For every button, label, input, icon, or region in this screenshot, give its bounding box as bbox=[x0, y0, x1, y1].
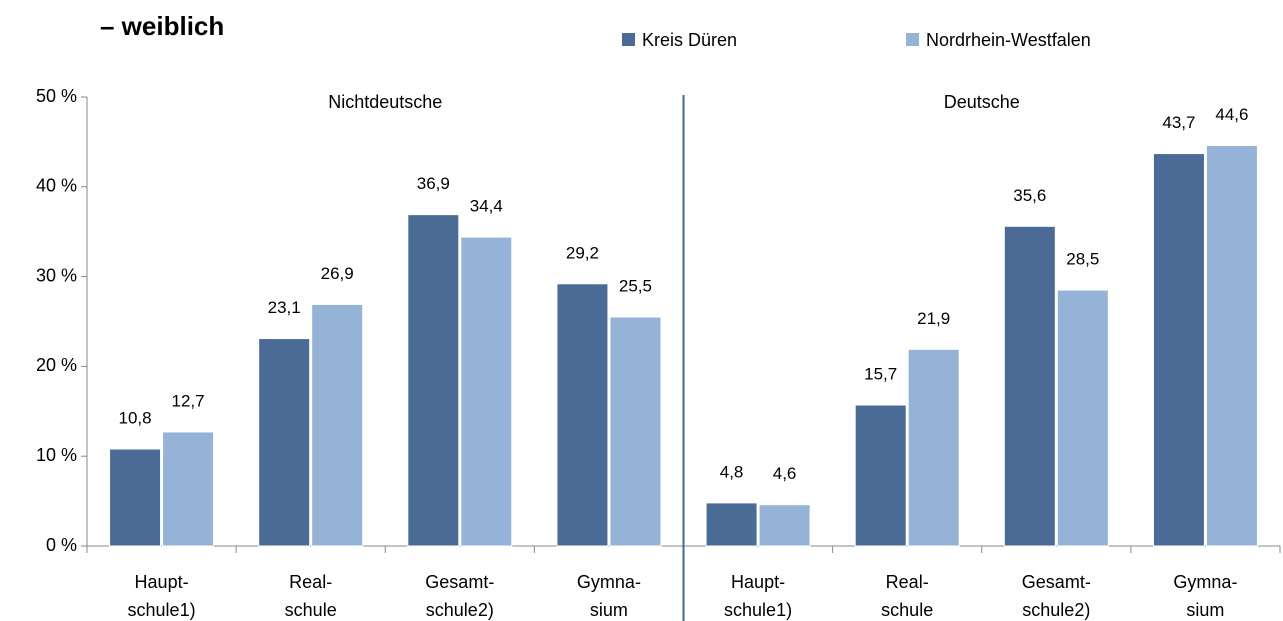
bar bbox=[609, 316, 662, 547]
value-label: 34,4 bbox=[470, 197, 503, 216]
y-tick-label: 0 % bbox=[46, 535, 77, 555]
x-tick-label: sium bbox=[590, 600, 628, 620]
y-tick-label: 50 % bbox=[36, 86, 77, 106]
bar bbox=[758, 504, 811, 547]
x-tick-label: schule bbox=[881, 600, 933, 620]
bar bbox=[705, 502, 758, 547]
value-label: 10,8 bbox=[119, 409, 152, 428]
value-label: 4,8 bbox=[720, 462, 744, 481]
x-tick-label: Haupt- bbox=[731, 572, 785, 592]
x-tick-label: Gymna- bbox=[577, 572, 641, 592]
value-label: 43,7 bbox=[1162, 113, 1195, 132]
value-label: 4,6 bbox=[773, 464, 797, 483]
legend-label: Kreis Düren bbox=[642, 30, 737, 50]
y-tick-label: 40 % bbox=[36, 176, 77, 196]
y-tick-label: 10 % bbox=[36, 445, 77, 465]
value-label: 28,5 bbox=[1066, 250, 1099, 269]
x-tick-label: schule bbox=[285, 600, 337, 620]
legend-swatch bbox=[906, 33, 919, 46]
y-tick-label: 30 % bbox=[36, 265, 77, 285]
x-tick-label: Haupt- bbox=[135, 572, 189, 592]
value-label: 29,2 bbox=[566, 243, 599, 262]
bar bbox=[556, 283, 609, 547]
x-tick-label: schule1) bbox=[128, 600, 196, 620]
x-tick-label: Real- bbox=[289, 572, 332, 592]
bar bbox=[1205, 144, 1258, 547]
value-label: 25,5 bbox=[619, 276, 652, 295]
bar bbox=[1003, 225, 1056, 547]
x-tick-label: Real- bbox=[886, 572, 929, 592]
bar bbox=[854, 404, 907, 547]
value-label: 35,6 bbox=[1013, 186, 1046, 205]
x-tick-label: schule2) bbox=[426, 600, 494, 620]
bar bbox=[907, 348, 960, 547]
bar bbox=[109, 448, 162, 547]
value-label: 26,9 bbox=[321, 264, 354, 283]
x-tick-label: sium bbox=[1186, 600, 1224, 620]
legend-label: Nordrhein-Westfalen bbox=[926, 30, 1091, 50]
bar bbox=[1056, 289, 1109, 547]
legend-swatch bbox=[622, 33, 635, 46]
value-label: 12,7 bbox=[172, 391, 205, 410]
group-label: Deutsche bbox=[944, 92, 1020, 112]
bar bbox=[1152, 153, 1205, 547]
value-label: 15,7 bbox=[864, 364, 897, 383]
bar bbox=[311, 303, 364, 547]
x-tick-label: schule2) bbox=[1022, 600, 1090, 620]
bar bbox=[162, 431, 215, 547]
x-tick-label: Gesamt- bbox=[1022, 572, 1091, 592]
value-label: 44,6 bbox=[1215, 105, 1248, 124]
value-label: 21,9 bbox=[917, 309, 950, 328]
bar bbox=[407, 214, 460, 547]
group-label: Nichtdeutsche bbox=[328, 92, 442, 112]
x-tick-label: schule1) bbox=[724, 600, 792, 620]
chart-title: – weiblich bbox=[100, 11, 224, 41]
x-tick-label: Gesamt- bbox=[425, 572, 494, 592]
y-tick-label: 20 % bbox=[36, 355, 77, 375]
x-tick-label: Gymna- bbox=[1173, 572, 1237, 592]
value-label: 36,9 bbox=[417, 174, 450, 193]
bar bbox=[258, 338, 311, 547]
bar bbox=[460, 236, 513, 547]
value-label: 23,1 bbox=[268, 298, 301, 317]
